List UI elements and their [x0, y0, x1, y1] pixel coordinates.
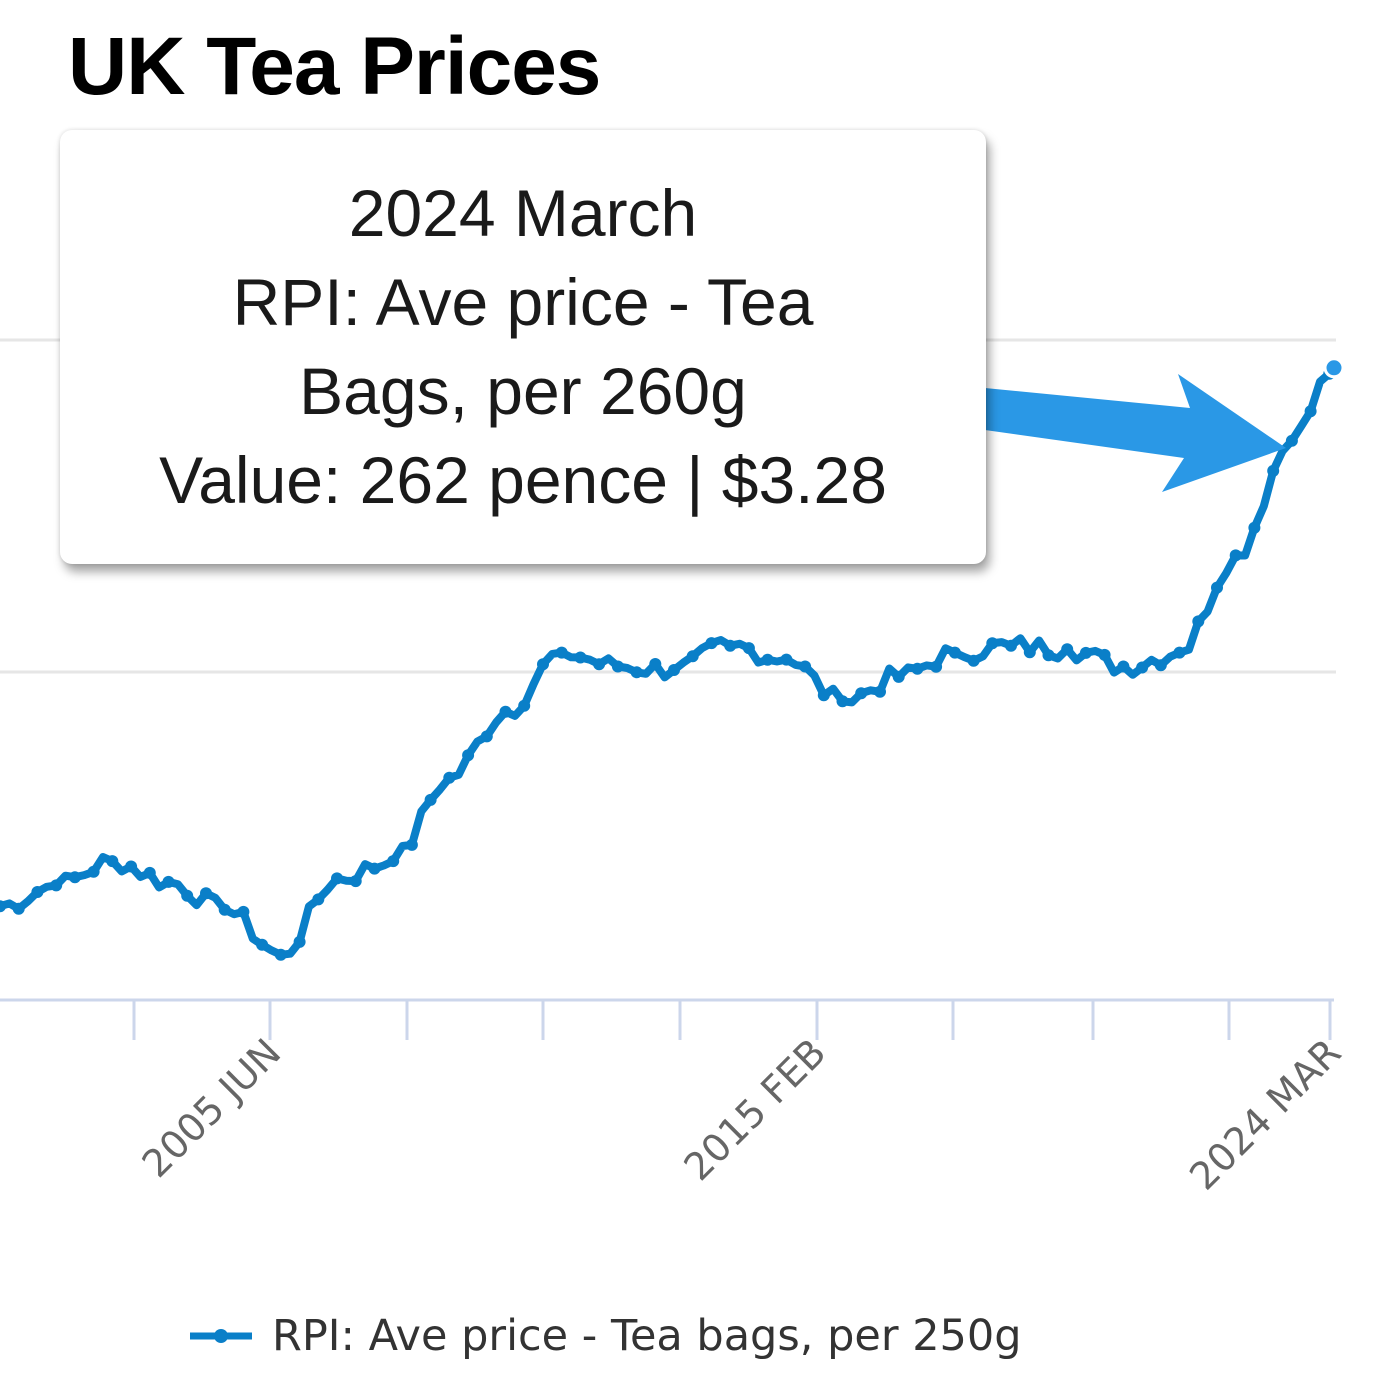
data-point[interactable]	[1005, 639, 1017, 652]
data-point[interactable]	[293, 935, 306, 948]
chart-legend[interactable]: RPI: Ave price - Tea bags, per 250g	[190, 1300, 1022, 1372]
data-point[interactable]	[274, 948, 287, 961]
tooltip-date: 2024 March	[348, 176, 698, 250]
data-point[interactable]	[967, 654, 980, 667]
data-point[interactable]	[12, 902, 25, 915]
data-point[interactable]	[312, 893, 325, 906]
data-point[interactable]	[780, 653, 793, 666]
data-point[interactable]	[761, 653, 774, 666]
data-point[interactable]	[1023, 646, 1036, 659]
tooltip-value: Value: 262 pence | $3.28	[159, 443, 887, 517]
data-point[interactable]	[948, 646, 961, 659]
data-point[interactable]	[892, 670, 905, 683]
data-point[interactable]	[1192, 615, 1205, 628]
arrow-shape	[985, 374, 1286, 492]
tooltip-series-line2: Bags, per 260g	[299, 354, 747, 428]
data-point[interactable]	[424, 793, 437, 806]
data-point[interactable]	[986, 637, 999, 650]
data-point[interactable]	[218, 903, 231, 916]
data-point[interactable]	[1136, 661, 1149, 674]
legend-label: RPI: Ave price - Tea bags, per 250g	[272, 1311, 1022, 1361]
data-point[interactable]	[574, 651, 587, 664]
data-tooltip: 2024 March RPI: Ave price - Tea Bags, pe…	[60, 130, 986, 564]
annotation-arrow	[985, 374, 1286, 492]
data-point[interactable]	[256, 938, 269, 951]
x-tick-label: 2005 JUN	[134, 1030, 290, 1186]
data-point[interactable]	[0, 900, 6, 913]
legend-series-swatch	[190, 1329, 252, 1343]
data-point[interactable]	[724, 639, 737, 652]
data-point[interactable]	[799, 660, 812, 673]
data-point[interactable]	[50, 879, 63, 892]
data-point[interactable]	[686, 650, 699, 663]
data-point[interactable]	[1248, 521, 1261, 534]
data-point[interactable]	[1154, 659, 1167, 672]
data-point[interactable]	[1211, 581, 1223, 594]
data-point[interactable]	[930, 660, 943, 673]
data-point[interactable]	[593, 658, 606, 671]
data-point[interactable]	[668, 664, 680, 676]
data-point[interactable]	[1042, 649, 1055, 662]
data-point[interactable]	[836, 695, 849, 708]
data-point[interactable]	[1098, 648, 1111, 661]
highlighted-data-point[interactable]	[1323, 357, 1345, 379]
data-point[interactable]	[555, 646, 568, 659]
data-point[interactable]	[630, 666, 643, 679]
data-point[interactable]	[742, 642, 755, 655]
data-point[interactable]	[855, 687, 868, 700]
data-point[interactable]	[462, 749, 475, 762]
data-point[interactable]	[1061, 643, 1074, 656]
data-point[interactable]	[499, 705, 512, 718]
data-point[interactable]	[611, 660, 624, 673]
data-point[interactable]	[537, 658, 549, 671]
data-point[interactable]	[349, 875, 362, 888]
data-point[interactable]	[87, 865, 100, 878]
data-point[interactable]	[162, 875, 175, 888]
x-tick-label: 2015 FEB	[675, 1030, 834, 1189]
data-point[interactable]	[518, 699, 531, 712]
data-point[interactable]	[125, 860, 138, 873]
data-point[interactable]	[1267, 464, 1280, 477]
data-point[interactable]	[1304, 405, 1317, 418]
data-point[interactable]	[31, 886, 44, 898]
data-point[interactable]	[1117, 660, 1130, 673]
data-point[interactable]	[368, 862, 381, 875]
data-point[interactable]	[181, 889, 194, 902]
data-point[interactable]	[480, 730, 493, 743]
data-point[interactable]	[911, 662, 924, 675]
data-point[interactable]	[817, 689, 830, 702]
data-point[interactable]	[143, 866, 156, 879]
series-group[interactable]	[0, 357, 1345, 961]
data-point[interactable]	[106, 855, 119, 868]
data-point[interactable]	[1229, 549, 1242, 562]
data-point[interactable]	[874, 685, 886, 698]
data-point[interactable]	[68, 871, 81, 884]
data-point[interactable]	[200, 887, 212, 900]
data-point[interactable]	[705, 637, 718, 650]
x-tick-label: 2024 MAR	[1181, 1030, 1349, 1198]
x-axis	[0, 998, 1334, 1040]
chart-title: UK Tea Prices	[68, 21, 601, 112]
data-point[interactable]	[649, 658, 662, 670]
data-point[interactable]	[405, 838, 418, 851]
x-tick-labels: 2005 JUN 2015 FEB 2024 MAR	[134, 1030, 1350, 1198]
data-point[interactable]	[443, 771, 456, 784]
data-point[interactable]	[1173, 646, 1186, 659]
data-point[interactable]	[331, 872, 343, 885]
tooltip-series-line1: RPI: Ave price - Tea	[232, 265, 814, 339]
data-point[interactable]	[237, 905, 250, 918]
data-point[interactable]	[1285, 434, 1298, 447]
data-point[interactable]	[387, 855, 400, 868]
data-point[interactable]	[1079, 646, 1092, 659]
